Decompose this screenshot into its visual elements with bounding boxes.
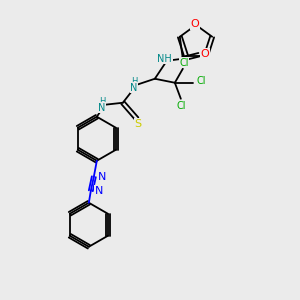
Text: NH: NH — [158, 54, 172, 64]
Text: N: N — [98, 103, 106, 113]
Text: N: N — [130, 83, 137, 93]
Text: O: O — [200, 49, 209, 59]
Text: Cl: Cl — [176, 101, 186, 111]
Text: H: H — [130, 77, 137, 86]
Text: Cl: Cl — [179, 58, 189, 68]
Text: N: N — [98, 172, 106, 182]
Text: O: O — [190, 19, 200, 29]
Text: N: N — [94, 186, 103, 196]
Text: Cl: Cl — [196, 76, 206, 86]
Text: H: H — [99, 97, 105, 106]
Text: S: S — [134, 119, 141, 129]
